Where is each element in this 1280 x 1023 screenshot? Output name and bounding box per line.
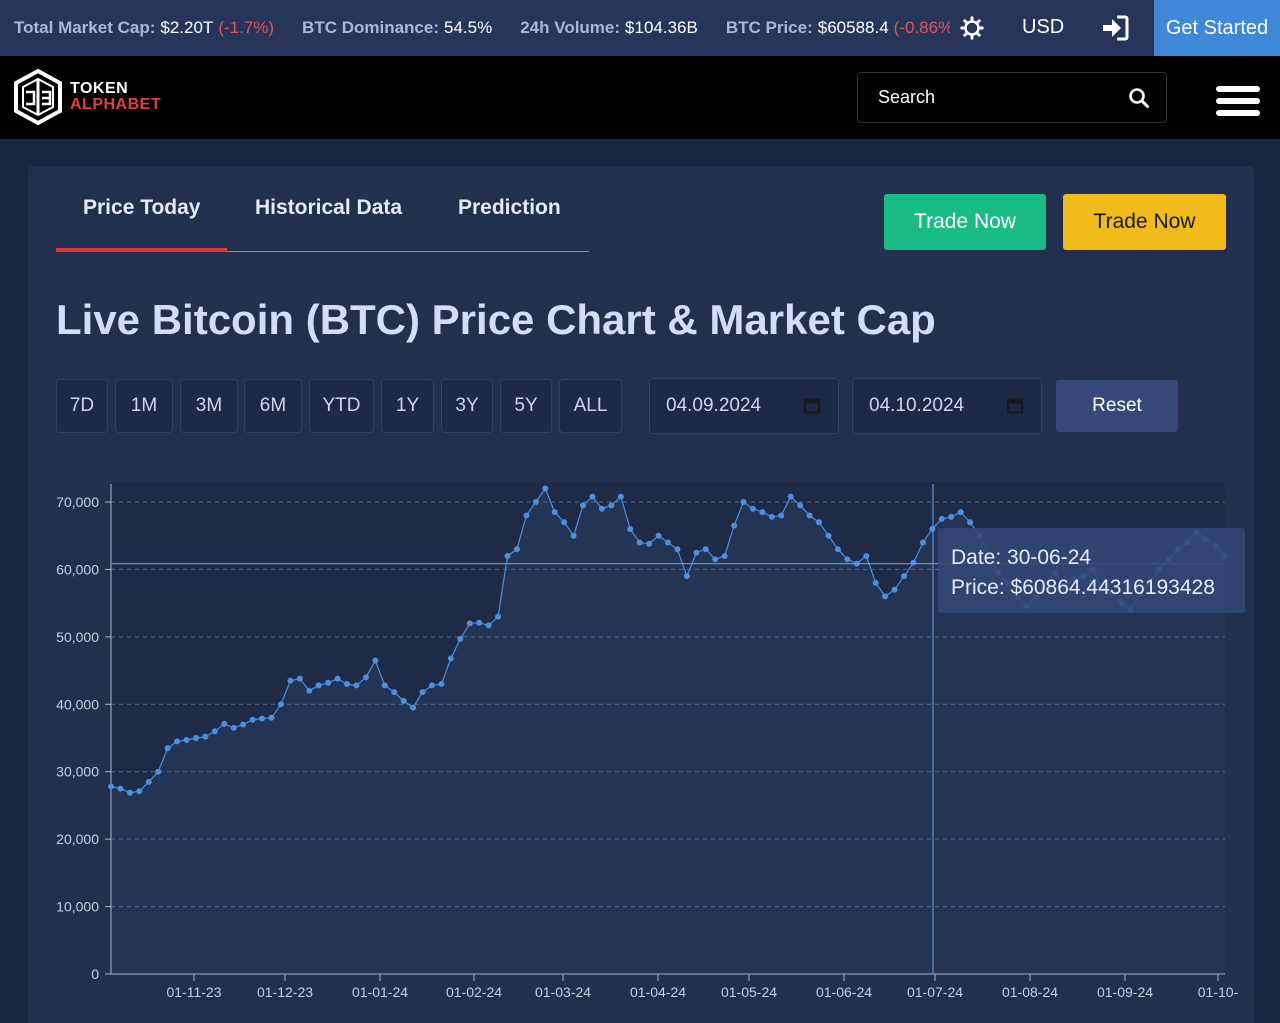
range-6m-button[interactable]: 6M	[244, 379, 302, 433]
ticker-value: 54.5%	[444, 18, 493, 37]
gear-icon[interactable]	[958, 14, 986, 42]
ticker-value: $2.20T	[160, 18, 214, 37]
reset-button[interactable]: Reset	[1056, 380, 1178, 432]
search-icon[interactable]	[1128, 87, 1150, 109]
tab-price-today[interactable]: Price Today	[83, 196, 201, 219]
tab-bar: Price Today Historical Data Prediction	[56, 166, 589, 252]
ticker-items: Total Market Cap: $2.20T (-1.7%) BTC Dom…	[14, 0, 950, 56]
currency-selector[interactable]: USD	[1022, 16, 1065, 38]
range-3y-button[interactable]: 3Y	[441, 379, 493, 433]
main-panel: Price Today Historical Data Prediction T…	[28, 166, 1254, 1023]
logo[interactable]: TOKEN ALPHABET	[12, 68, 161, 126]
ticker-value: $104.36B	[625, 18, 698, 37]
range-7d-button[interactable]: 7D	[56, 379, 108, 433]
calendar-icon[interactable]	[804, 397, 820, 414]
page-title: Live Bitcoin (BTC) Price Chart & Market …	[56, 296, 936, 343]
trade-now-button-green[interactable]: Trade Now	[884, 194, 1046, 250]
ticker-value: $60588.4	[817, 18, 889, 37]
range-5y-button[interactable]: 5Y	[500, 379, 552, 433]
ticker-item-market-cap: Total Market Cap: $2.20T (-1.7%)	[14, 18, 274, 38]
ticker-item-dominance: BTC Dominance: 54.5%	[302, 18, 492, 38]
tab-prediction[interactable]: Prediction	[458, 196, 561, 219]
date-to-field[interactable]: 04.10.2024	[852, 378, 1042, 434]
logo-line-1: TOKEN	[70, 80, 129, 97]
range-1y-button[interactable]: 1Y	[381, 379, 434, 433]
site-header: TOKEN ALPHABET	[0, 56, 1280, 139]
ticker-label: BTC Dominance:	[302, 18, 440, 37]
active-tab-underline	[56, 248, 227, 252]
range-ytd-button[interactable]: YTD	[309, 379, 374, 433]
date-from-value: 04.09.2024	[666, 395, 762, 416]
get-started-button[interactable]: Get Started	[1154, 0, 1280, 56]
date-from-field[interactable]: 04.09.2024	[649, 378, 839, 434]
ticker-label: BTC Price:	[725, 18, 813, 37]
hamburger-icon[interactable]	[1216, 86, 1260, 120]
calendar-icon[interactable]	[1007, 397, 1023, 414]
date-to-value: 04.10.2024	[869, 395, 965, 416]
ticker-item-volume: 24h Volume: $104.36B	[520, 18, 698, 38]
ticker-item-btc-price: BTC Price: $60588.4 (-0.86%)	[726, 18, 950, 38]
ticker-bar: Total Market Cap: $2.20T (-1.7%) BTC Dom…	[0, 0, 1280, 56]
search-box	[857, 72, 1167, 123]
sign-in-icon[interactable]	[1100, 14, 1130, 42]
ticker-label: Total Market Cap:	[14, 18, 156, 37]
ticker-label: 24h Volume:	[520, 18, 621, 37]
range-all-button[interactable]: ALL	[559, 379, 622, 433]
range-1m-button[interactable]: 1M	[115, 379, 173, 433]
search-input[interactable]	[858, 73, 1118, 122]
ticker-change: (-1.7%)	[218, 18, 275, 37]
logo-text: TOKEN ALPHABET	[70, 81, 161, 113]
trade-now-button-yellow[interactable]: Trade Now	[1063, 194, 1226, 250]
tab-historical-data[interactable]: Historical Data	[255, 196, 403, 219]
ticker-change: (-0.86%)	[893, 18, 950, 37]
logo-mark-icon	[14, 68, 62, 126]
logo-line-2: ALPHABET	[70, 96, 162, 113]
range-3m-button[interactable]: 3M	[180, 379, 238, 433]
